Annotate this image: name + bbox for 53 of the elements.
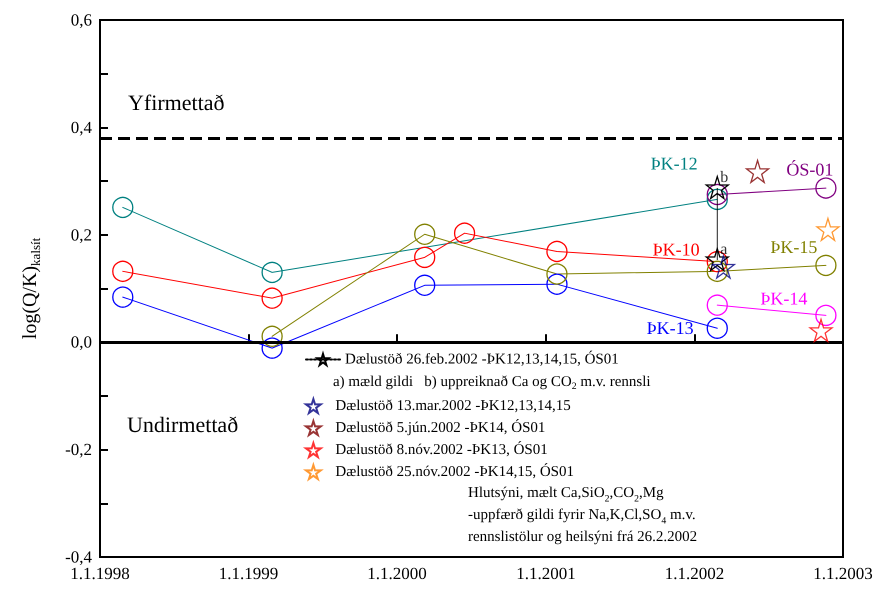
point bbox=[414, 224, 436, 245]
point bbox=[454, 222, 476, 244]
legend-label: Dælustöð 26.feb.2002 -ÞK12,13,14,15, ÓS01 bbox=[345, 350, 619, 368]
point bbox=[706, 318, 728, 339]
legend-label: Dælustöð 13.mar.2002 -ÞK12,13,14,15 bbox=[335, 398, 571, 414]
point bbox=[706, 188, 728, 210]
point bbox=[815, 254, 837, 276]
y-tick-label: 0,2 bbox=[70, 225, 92, 244]
point bbox=[261, 288, 283, 309]
series-label: ÓS-01 bbox=[786, 159, 834, 180]
point bbox=[112, 260, 134, 282]
point bbox=[706, 248, 729, 272]
series-label: ÞK-12 bbox=[650, 153, 698, 174]
series-label: ÞK-13 bbox=[646, 318, 694, 338]
point bbox=[815, 304, 837, 326]
annotation: Undirmettað bbox=[127, 412, 238, 437]
x-tick-label: 1.1.1999 bbox=[218, 564, 278, 583]
point bbox=[112, 286, 134, 308]
point bbox=[712, 255, 736, 279]
point bbox=[546, 263, 568, 285]
y-tick-label: 0,6 bbox=[70, 10, 92, 30]
point bbox=[414, 274, 436, 296]
annotation: a bbox=[720, 241, 728, 258]
point bbox=[746, 160, 770, 184]
y-tick-label: -0,4 bbox=[65, 548, 92, 566]
y-axis-title: log(Q/K)kalsít bbox=[19, 237, 43, 340]
point bbox=[261, 326, 283, 347]
legend-label: Dælustöð 25.nóv.2002 -ÞK14,15, ÓS01 bbox=[335, 463, 574, 480]
point bbox=[706, 294, 728, 316]
point bbox=[261, 262, 283, 284]
point bbox=[546, 240, 568, 262]
series-label: ÞK-14 bbox=[760, 288, 808, 309]
annotation: Yfirmettað bbox=[128, 90, 225, 115]
series-label: ÞK-10 bbox=[652, 240, 700, 260]
x-tick-label: 1.1.2000 bbox=[367, 564, 427, 583]
annotation: b bbox=[720, 169, 728, 186]
x-tick-label: 1.1.1998 bbox=[70, 564, 130, 583]
x-tick-label: 1.1.2001 bbox=[516, 564, 576, 583]
point bbox=[546, 274, 568, 295]
legend-label: Dælustöð 5.jún.2002 -ÞK14, ÓS01 bbox=[335, 419, 546, 436]
y-tick-label: 0,0 bbox=[70, 332, 92, 352]
point bbox=[815, 177, 837, 199]
point bbox=[112, 196, 134, 218]
legend-label: Dælustöð 8.nóv.2002 -ÞK13, ÓS01 bbox=[335, 441, 548, 458]
series-label: ÞK-15 bbox=[770, 236, 818, 257]
y-tick-label: -0,2 bbox=[65, 440, 92, 460]
point bbox=[809, 318, 833, 342]
x-tick-label: 1.1.2002 bbox=[664, 564, 724, 583]
point bbox=[414, 246, 436, 268]
y-tick-label: 0,4 bbox=[70, 118, 92, 137]
x-tick-label: 1.1.2003 bbox=[813, 564, 873, 583]
point bbox=[261, 337, 283, 359]
point bbox=[816, 218, 840, 242]
